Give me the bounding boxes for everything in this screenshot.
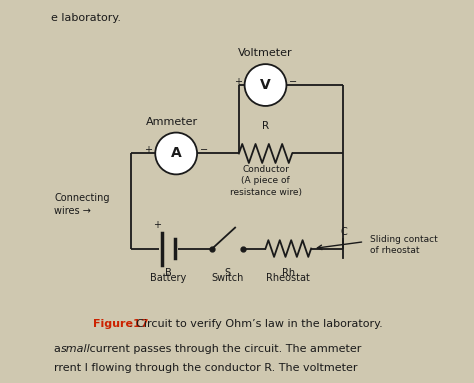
Text: Rh: Rh [282, 268, 295, 278]
Text: −: − [200, 146, 208, 155]
Circle shape [155, 133, 197, 174]
Text: Sliding contact
of rheostat: Sliding contact of rheostat [370, 235, 438, 255]
Circle shape [245, 64, 286, 106]
Text: Rheostat: Rheostat [266, 273, 310, 283]
Text: +: + [144, 146, 152, 155]
Text: Voltmeter: Voltmeter [238, 48, 293, 59]
Text: +: + [153, 220, 161, 230]
Text: small: small [61, 344, 91, 354]
Text: Ammeter: Ammeter [146, 117, 199, 127]
Text: rrent I flowing through the conductor R. The voltmeter: rrent I flowing through the conductor R.… [55, 363, 358, 373]
Text: S: S [224, 268, 230, 278]
Text: A: A [171, 146, 182, 160]
Text: R: R [262, 121, 269, 131]
Text: Conductor
(A piece of
resistance wire): Conductor (A piece of resistance wire) [229, 165, 301, 197]
Text: V: V [260, 78, 271, 92]
Text: . Circuit to verify Ohm’s law in the laboratory.: . Circuit to verify Ohm’s law in the lab… [128, 319, 383, 329]
Text: +: + [234, 77, 242, 87]
Text: Connecting
wires →: Connecting wires → [55, 193, 110, 216]
Text: C: C [340, 227, 347, 237]
Text: −: − [290, 77, 298, 87]
Text: e laboratory.: e laboratory. [51, 13, 121, 23]
Text: Battery: Battery [150, 273, 187, 283]
Text: a: a [55, 344, 65, 354]
Text: Figure17: Figure17 [92, 319, 148, 329]
Text: B: B [165, 268, 172, 278]
Text: Switch: Switch [211, 273, 244, 283]
Text: current passes through the circuit. The ammeter: current passes through the circuit. The … [86, 344, 362, 354]
